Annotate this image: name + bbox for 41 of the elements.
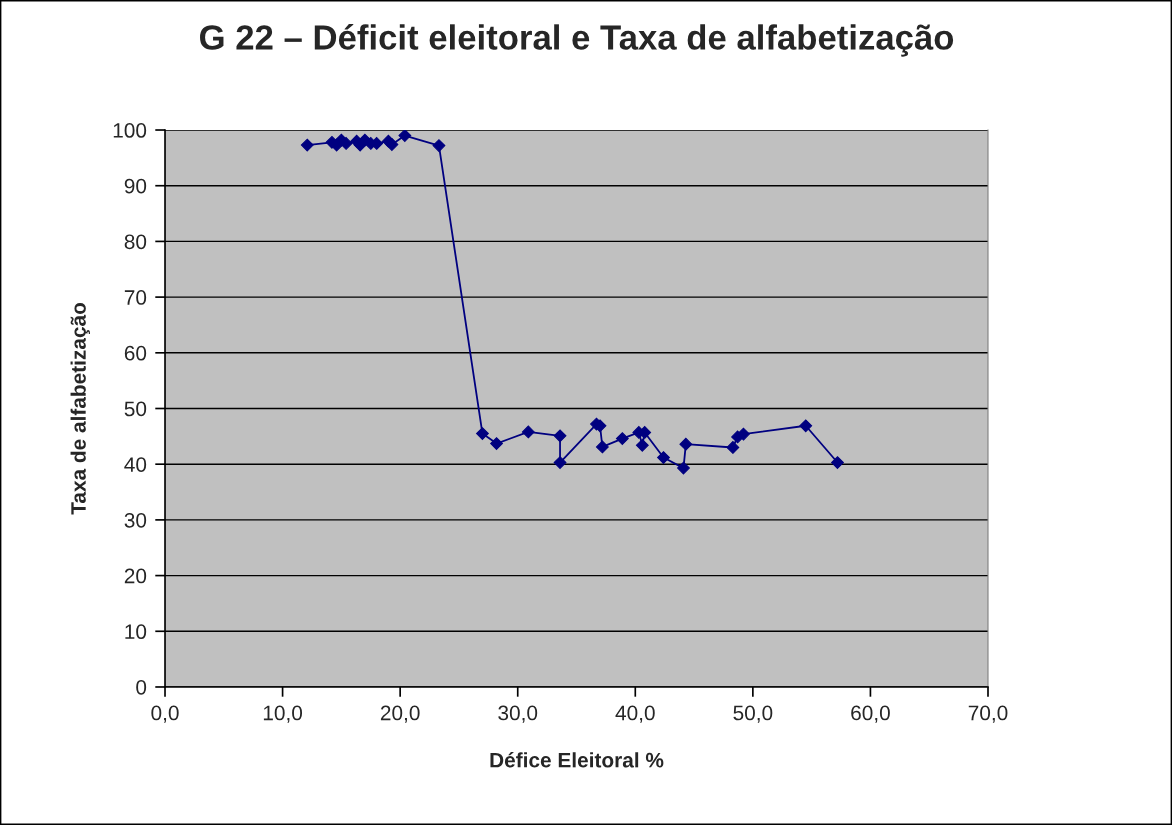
point: [553, 456, 567, 469]
point: [831, 456, 844, 469]
point: [726, 441, 740, 454]
x-tick-label: 70,0: [968, 705, 1008, 723]
y-tick-label: 30: [124, 512, 147, 528]
y-tick-label: 60: [124, 345, 147, 361]
chart-title: G 22 – Déficit eleitoral e Taxa de alfabetização: [200, 24, 954, 57]
y-tick-label: 80: [124, 234, 147, 250]
point: [635, 438, 649, 452]
point: [476, 427, 489, 440]
point: [490, 437, 503, 450]
point: [799, 419, 813, 433]
point: [657, 451, 670, 464]
y-tick-label: 10: [125, 624, 147, 640]
x-tick-label: 50,0: [733, 705, 773, 723]
y-tick-label: 90: [124, 178, 147, 194]
x-tick-label: 60,0: [851, 705, 890, 723]
point: [615, 432, 629, 445]
y-tick-label: 50: [124, 401, 147, 417]
point: [432, 139, 446, 153]
point: [679, 437, 693, 451]
x-tick-label: 30,0: [498, 705, 538, 723]
point: [398, 130, 412, 142]
x-tick-label: 40,0: [615, 705, 655, 723]
x-tick-label: 10,0: [263, 705, 303, 723]
y-tick-label: 40: [124, 457, 147, 472]
y-tick-label: 100: [113, 123, 147, 138]
point: [385, 138, 399, 151]
point: [300, 138, 314, 152]
y-tick-label: 0: [136, 679, 147, 695]
point: [677, 461, 690, 475]
x-axis-title: Défice Eleitoral %: [490, 752, 664, 768]
y-tick-label: 70: [124, 290, 147, 305]
point: [521, 425, 535, 439]
point: [737, 427, 750, 441]
y-axis-title: Taxa de alfabetização: [70, 302, 90, 515]
point: [553, 429, 567, 443]
y-tick-label: 20: [124, 568, 147, 584]
x-tick-label: 0,0: [151, 705, 179, 723]
x-tick-label: 20,0: [380, 705, 420, 723]
point: [595, 440, 609, 454]
